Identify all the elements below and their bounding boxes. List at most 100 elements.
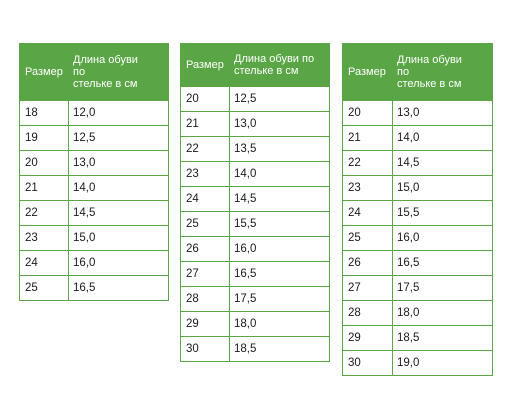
table-row: 19 12,5 <box>19 125 169 151</box>
length-cell: 19,0 <box>392 350 493 376</box>
table-row: 25 16,0 <box>342 225 493 251</box>
header-length-line-3: стельке в см <box>73 78 138 90</box>
table-row: 21 13,0 <box>180 111 330 137</box>
table-header-row: Размер Длина обуви по стельке в см <box>19 43 169 101</box>
length-cell: 18,0 <box>229 311 330 337</box>
table-row: 25 16,5 <box>19 275 169 301</box>
length-cell: 14,5 <box>68 200 169 226</box>
length-cell: 15,0 <box>68 225 169 251</box>
table-row: 24 14,5 <box>180 186 330 212</box>
table-row: 30 18,5 <box>180 336 330 362</box>
length-cell: 15,5 <box>392 200 493 226</box>
size-table-2: Размер Длина обуви по стельке в см 20 12,… <box>180 43 330 362</box>
size-cell: 23 <box>342 175 393 201</box>
header-length-line-1: Длина обуви <box>397 54 462 66</box>
length-cell: 18,5 <box>229 336 330 362</box>
table-row: 23 15,0 <box>342 175 493 201</box>
table-row: 24 15,5 <box>342 200 493 226</box>
size-cell: 18 <box>19 100 69 126</box>
size-cell: 22 <box>19 200 69 226</box>
length-cell: 14,0 <box>392 125 493 151</box>
length-cell: 18,0 <box>392 300 493 326</box>
table-row: 21 14,0 <box>342 125 493 151</box>
length-cell: 18,5 <box>392 325 493 351</box>
table-row: 29 18,5 <box>342 325 493 351</box>
length-cell: 16,5 <box>229 261 330 287</box>
length-cell: 12,5 <box>229 86 330 112</box>
header-length-line-2: по <box>73 66 86 78</box>
length-cell: 15,0 <box>392 175 493 201</box>
table-row: 25 15,5 <box>180 211 330 237</box>
header-size: Размер <box>180 43 230 87</box>
length-cell: 14,5 <box>392 150 493 176</box>
length-cell: 13,0 <box>392 100 493 126</box>
header-length-line-1: Длина обуви по <box>234 53 315 65</box>
size-cell: 21 <box>180 111 230 137</box>
size-cell: 25 <box>342 225 393 251</box>
table-row: 27 16,5 <box>180 261 330 287</box>
size-cell: 26 <box>342 250 393 276</box>
size-cell: 24 <box>180 186 230 212</box>
size-cell: 23 <box>19 225 69 251</box>
table-row: 20 12,5 <box>180 86 330 112</box>
table-row: 26 16,0 <box>180 236 330 262</box>
length-cell: 16,0 <box>392 225 493 251</box>
size-cell: 24 <box>342 200 393 226</box>
table-row: 22 13,5 <box>180 136 330 162</box>
length-cell: 14,0 <box>68 175 169 201</box>
size-cell: 23 <box>180 161 230 187</box>
table-row: 20 13,0 <box>342 100 493 126</box>
header-length-line-2: по <box>397 66 410 78</box>
length-cell: 16,5 <box>68 275 169 301</box>
table-row: 22 14,5 <box>19 200 169 226</box>
table-row: 20 13,0 <box>19 150 169 176</box>
header-length-line-3: стельке в см <box>397 78 462 90</box>
header-length: Длина обуви по стельке в см <box>229 43 330 87</box>
length-cell: 16,5 <box>392 250 493 276</box>
length-cell: 14,5 <box>229 186 330 212</box>
size-table-1: Размер Длина обуви по стельке в см 18 12,… <box>19 43 169 301</box>
size-cell: 22 <box>180 136 230 162</box>
size-cell: 28 <box>180 286 230 312</box>
length-cell: 14,0 <box>229 161 330 187</box>
size-cell: 30 <box>342 350 393 376</box>
size-cell: 21 <box>342 125 393 151</box>
table-row: 23 14,0 <box>180 161 330 187</box>
length-cell: 12,5 <box>68 125 169 151</box>
table-row: 30 19,0 <box>342 350 493 376</box>
size-cell: 29 <box>180 311 230 337</box>
size-cell: 20 <box>342 100 393 126</box>
table-header-row: Размер Длина обуви по стельке в см <box>342 43 493 101</box>
table-row: 28 17,5 <box>180 286 330 312</box>
table-row: 21 14,0 <box>19 175 169 201</box>
length-cell: 17,5 <box>229 286 330 312</box>
table-row: 22 14,5 <box>342 150 493 176</box>
length-cell: 13,0 <box>229 111 330 137</box>
length-cell: 15,5 <box>229 211 330 237</box>
size-cell: 25 <box>180 211 230 237</box>
table-header-row: Размер Длина обуви по стельке в см <box>180 43 330 87</box>
length-cell: 16,0 <box>68 250 169 276</box>
size-cell: 19 <box>19 125 69 151</box>
size-cell: 20 <box>19 150 69 176</box>
length-cell: 12,0 <box>68 100 169 126</box>
length-cell: 13,0 <box>68 150 169 176</box>
size-cell: 27 <box>342 275 393 301</box>
size-cell: 27 <box>180 261 230 287</box>
header-length: Длина обуви по стельке в см <box>68 43 169 101</box>
table-row: 24 16,0 <box>19 250 169 276</box>
size-cell: 21 <box>19 175 69 201</box>
table-row: 28 18,0 <box>342 300 493 326</box>
table-row: 29 18,0 <box>180 311 330 337</box>
length-cell: 13,5 <box>229 136 330 162</box>
size-cell: 29 <box>342 325 393 351</box>
size-cell: 30 <box>180 336 230 362</box>
length-cell: 17,5 <box>392 275 493 301</box>
size-cell: 25 <box>19 275 69 301</box>
header-length-line-1: Длина обуви <box>73 54 138 66</box>
header-length: Длина обуви по стельке в см <box>392 43 493 101</box>
size-table-3: Размер Длина обуви по стельке в см 20 13,… <box>342 43 493 376</box>
size-cell: 22 <box>342 150 393 176</box>
table-row: 27 17,5 <box>342 275 493 301</box>
size-cell: 26 <box>180 236 230 262</box>
